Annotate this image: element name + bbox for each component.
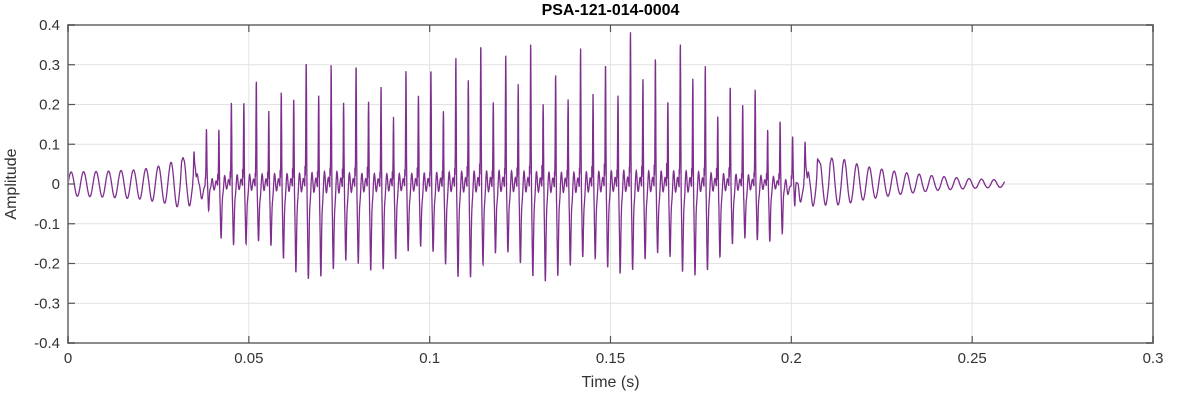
x-tick-label: 0.15 bbox=[596, 350, 625, 367]
x-tick-label: 0.05 bbox=[234, 350, 263, 367]
x-axis-label: Time (s) bbox=[581, 374, 640, 391]
x-tick-label: 0.25 bbox=[958, 350, 987, 367]
waveform-line bbox=[68, 32, 1006, 282]
x-tick-label: 0.2 bbox=[781, 350, 802, 367]
x-tick-label: 0 bbox=[64, 350, 72, 367]
y-tick-label: 0 bbox=[52, 176, 60, 193]
y-axis-label: Amplitude bbox=[3, 148, 20, 220]
y-tick-label: 0.3 bbox=[39, 57, 60, 74]
y-tick-label: -0.2 bbox=[34, 256, 60, 273]
x-tick-label: 0.1 bbox=[419, 350, 440, 367]
y-tick-label: -0.1 bbox=[34, 216, 60, 233]
y-tick-label: -0.3 bbox=[34, 295, 60, 312]
y-tick-label: 0.2 bbox=[39, 97, 60, 114]
y-tick-label: 0.4 bbox=[39, 17, 60, 34]
y-tick-label: -0.4 bbox=[34, 335, 60, 352]
chart-title: PSA-121-014-0004 bbox=[541, 2, 680, 19]
y-tick-label: 0.1 bbox=[39, 136, 60, 153]
x-tick-label: 0.3 bbox=[1143, 350, 1164, 367]
